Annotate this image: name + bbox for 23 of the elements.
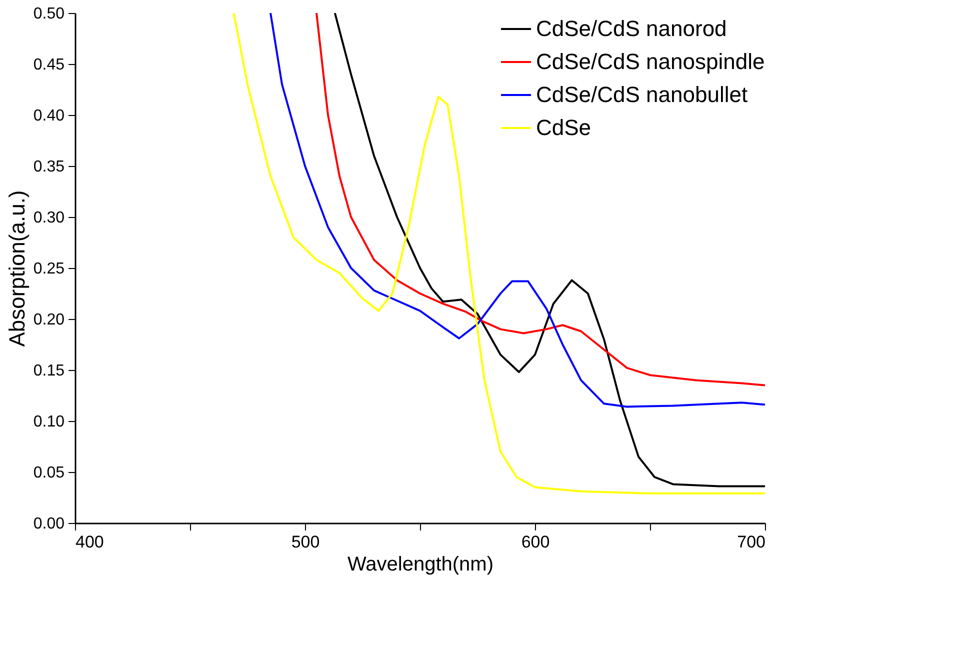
x-tick-label: 600 [521, 532, 550, 552]
y-tick-label: 0.20 [33, 312, 65, 328]
y-tick-label: 0.30 [33, 210, 65, 226]
y-tick-label: 0.15 [33, 362, 65, 380]
x-tick-label: 500 [291, 532, 320, 552]
y-tick-label: 0.50 [33, 6, 65, 22]
legend-label: CdSe/CdS nanospindle [536, 49, 765, 74]
line-series [232, 13, 765, 494]
y-tick-label: 0.35 [33, 158, 65, 176]
y-tick-label: 0.40 [33, 108, 65, 124]
y-tick-label: 0.10 [33, 414, 65, 430]
legend-label: CdSe [536, 115, 592, 140]
x-tick-label: 400 [76, 532, 104, 552]
x-axis-title: Wavelength(nm) [348, 554, 494, 576]
line-series [334, 13, 765, 488]
legend-label: CdSe/CdS nanorod [536, 16, 727, 41]
y-tick-label: 0.00 [33, 516, 65, 532]
legend-label: CdSe/CdS nanobullet [536, 82, 748, 107]
y-tick-label: 0.25 [33, 260, 65, 278]
y-axis-title: Absorption(a.u.) [4, 190, 30, 347]
x-tick-label: 700 [737, 532, 766, 552]
y-tick-label: 0.05 [33, 464, 65, 482]
y-tick-label: 0.45 [33, 56, 65, 74]
